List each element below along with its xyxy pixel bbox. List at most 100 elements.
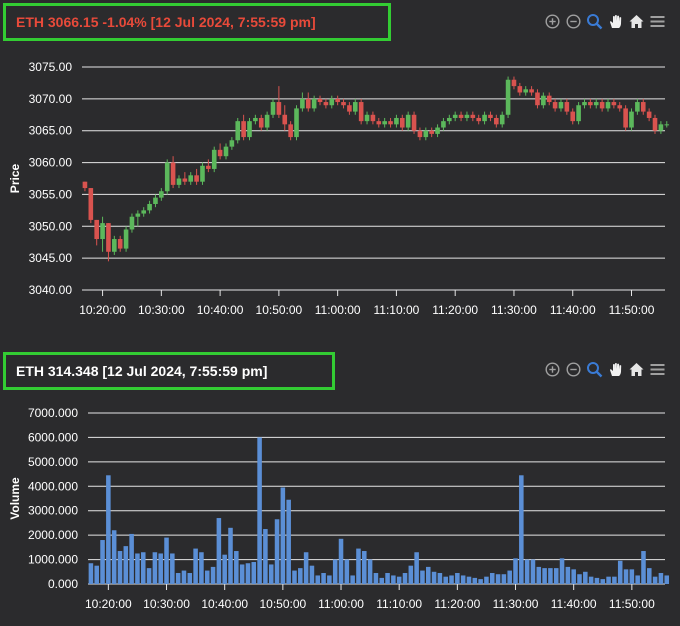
- volume-bar[interactable]: [524, 559, 530, 584]
- volume-bar[interactable]: [216, 518, 222, 584]
- menu-icon[interactable]: [649, 13, 666, 30]
- candle[interactable]: [458, 111, 464, 122]
- candle[interactable]: [464, 111, 470, 122]
- candle[interactable]: [452, 111, 458, 122]
- volume-bar[interactable]: [129, 533, 134, 584]
- candle[interactable]: [170, 156, 176, 189]
- candle[interactable]: [546, 92, 552, 106]
- candle[interactable]: [417, 127, 423, 141]
- candle[interactable]: [523, 86, 529, 96]
- volume-bar[interactable]: [251, 562, 257, 584]
- candle[interactable]: [294, 105, 299, 141]
- candle[interactable]: [311, 95, 317, 112]
- volume-bar[interactable]: [146, 568, 152, 584]
- candle[interactable]: [576, 102, 581, 125]
- selection-zoom-icon[interactable]: [586, 13, 603, 30]
- volume-bar[interactable]: [455, 573, 460, 584]
- candle[interactable]: [211, 146, 217, 173]
- candle[interactable]: [658, 121, 664, 134]
- candle[interactable]: [352, 98, 358, 115]
- candle[interactable]: [100, 216, 105, 252]
- candle[interactable]: [541, 92, 546, 109]
- candle[interactable]: [258, 114, 264, 131]
- candle[interactable]: [288, 121, 293, 141]
- candle[interactable]: [229, 137, 235, 150]
- volume-bar[interactable]: [519, 475, 524, 584]
- candle[interactable]: [370, 111, 376, 125]
- volume-bar[interactable]: [478, 579, 483, 584]
- candle[interactable]: [564, 98, 570, 115]
- volume-bar[interactable]: [530, 559, 536, 584]
- candle[interactable]: [300, 92, 305, 112]
- volume-bar[interactable]: [542, 568, 547, 584]
- candle[interactable]: [517, 82, 523, 96]
- volume-bar[interactable]: [391, 575, 396, 584]
- candle[interactable]: [499, 111, 505, 128]
- volume-bar[interactable]: [100, 540, 105, 584]
- candle[interactable]: [664, 121, 670, 128]
- candle[interactable]: [505, 76, 511, 118]
- candle[interactable]: [529, 86, 534, 96]
- volume-bar[interactable]: [210, 566, 216, 584]
- home-icon[interactable]: [628, 361, 645, 378]
- zoom-in-icon[interactable]: [544, 13, 561, 30]
- volume-bar[interactable]: [658, 573, 664, 584]
- candle[interactable]: [593, 98, 599, 109]
- volume-bar[interactable]: [292, 570, 297, 584]
- candle[interactable]: [646, 108, 652, 122]
- volume-bar[interactable]: [396, 576, 402, 584]
- volume-bar[interactable]: [164, 537, 169, 584]
- candle[interactable]: [394, 114, 399, 128]
- volume-bar[interactable]: [647, 568, 652, 584]
- volume-bar[interactable]: [431, 571, 437, 584]
- candle[interactable]: [358, 98, 364, 125]
- candle[interactable]: [335, 95, 340, 106]
- volume-bar[interactable]: [303, 552, 309, 584]
- candle[interactable]: [106, 223, 111, 262]
- volume-bar[interactable]: [222, 554, 227, 584]
- volume-bar[interactable]: [123, 546, 129, 584]
- volume-bar[interactable]: [548, 568, 553, 584]
- volume-bar[interactable]: [187, 573, 193, 584]
- candle[interactable]: [188, 172, 194, 185]
- volume-bar[interactable]: [158, 553, 163, 584]
- candle[interactable]: [112, 235, 117, 255]
- volume-bar[interactable]: [175, 573, 181, 584]
- volume-bar[interactable]: [385, 573, 390, 584]
- volume-bar[interactable]: [181, 570, 187, 584]
- candle[interactable]: [341, 98, 346, 109]
- volume-bar[interactable]: [559, 558, 565, 584]
- candle[interactable]: [241, 114, 246, 141]
- volume-bar[interactable]: [588, 576, 594, 584]
- volume-bar[interactable]: [367, 559, 373, 584]
- candle[interactable]: [117, 235, 123, 252]
- volume-bar[interactable]: [309, 565, 315, 584]
- candle[interactable]: [599, 98, 605, 112]
- pan-icon[interactable]: [607, 361, 624, 378]
- candle[interactable]: [135, 210, 141, 227]
- candle[interactable]: [447, 114, 452, 125]
- volume-bar[interactable]: [274, 519, 280, 584]
- volume-bar[interactable]: [571, 569, 576, 584]
- volume-bar[interactable]: [286, 499, 291, 584]
- volume-bar[interactable]: [623, 569, 629, 584]
- candle[interactable]: [611, 98, 617, 109]
- candle[interactable]: [476, 114, 481, 125]
- candle[interactable]: [305, 92, 311, 112]
- volume-bar[interactable]: [495, 574, 501, 584]
- volume-bar[interactable]: [379, 577, 385, 584]
- volume-bar[interactable]: [88, 563, 94, 584]
- volume-bar[interactable]: [228, 527, 233, 584]
- candle[interactable]: [605, 98, 611, 112]
- volume-bar[interactable]: [204, 570, 210, 584]
- volume-bar[interactable]: [449, 575, 454, 584]
- volume-bar[interactable]: [245, 563, 251, 584]
- volume-bar[interactable]: [327, 575, 332, 584]
- candle[interactable]: [376, 117, 382, 128]
- volume-bar[interactable]: [234, 551, 239, 584]
- zoom-in-icon[interactable]: [544, 361, 561, 378]
- candle[interactable]: [182, 172, 188, 185]
- candle[interactable]: [235, 117, 241, 144]
- volume-bar[interactable]: [298, 568, 303, 584]
- candle[interactable]: [276, 86, 282, 118]
